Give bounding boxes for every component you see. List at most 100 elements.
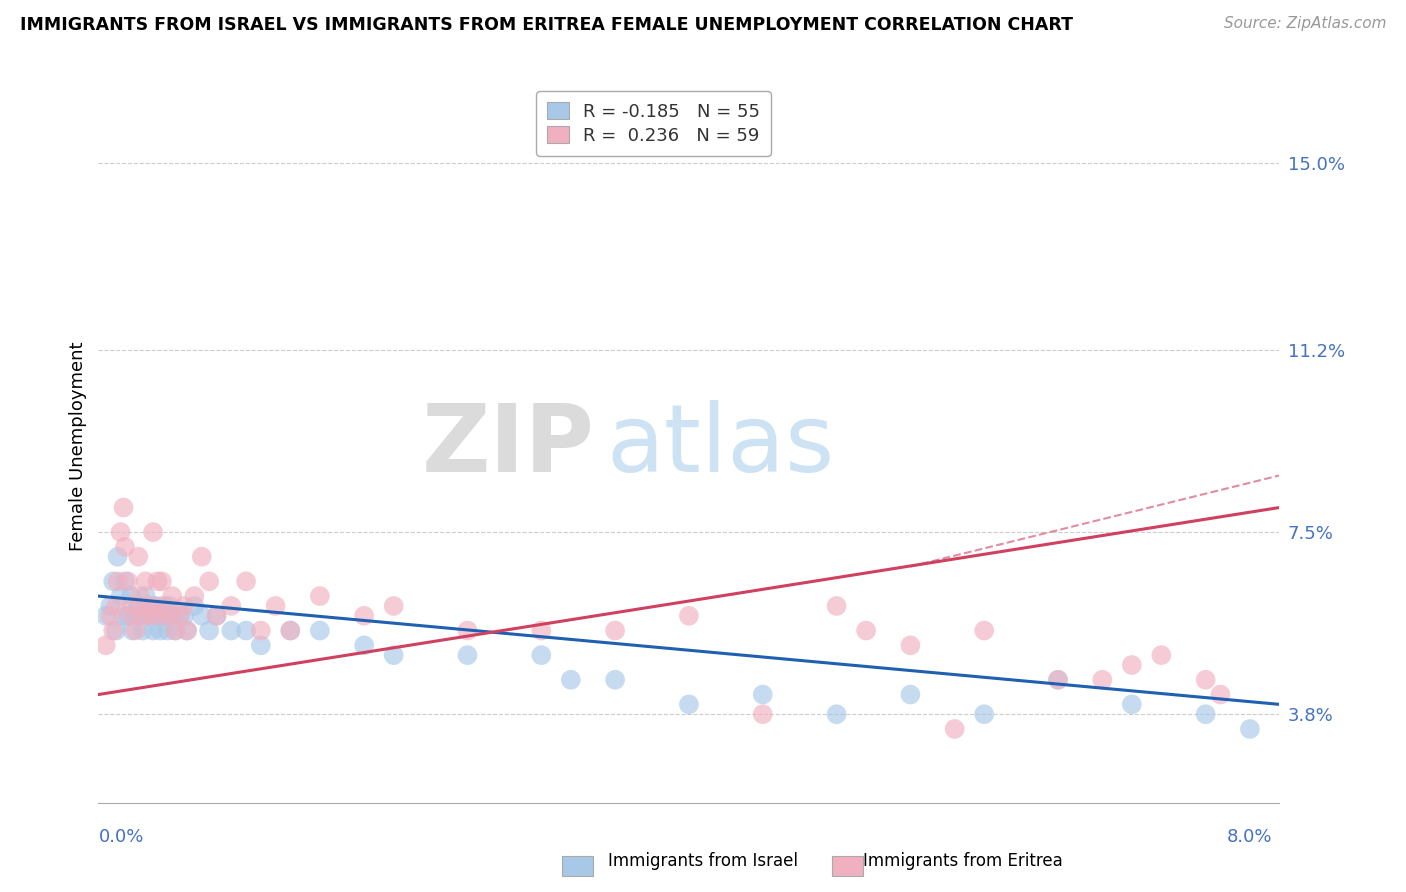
Point: [353, 608, 375, 623]
Point: [183, 589, 205, 603]
Point: [1121, 658, 1143, 673]
Text: ZIP: ZIP: [422, 400, 595, 492]
Point: [278, 624, 302, 638]
Point: [135, 589, 157, 603]
Point: [120, 608, 142, 623]
Point: [900, 638, 922, 652]
Point: [149, 608, 172, 623]
Point: [105, 624, 128, 638]
Point: [98, 608, 121, 623]
Point: [165, 624, 187, 638]
Point: [973, 707, 995, 722]
Point: [110, 589, 132, 603]
Point: [135, 574, 157, 589]
Point: [264, 599, 287, 613]
Point: [124, 608, 146, 623]
Point: [120, 589, 142, 603]
Point: [1046, 673, 1069, 687]
Point: [98, 599, 121, 613]
Point: [150, 599, 173, 613]
Text: Source: ZipAtlas.com: Source: ZipAtlas.com: [1223, 16, 1386, 31]
Point: [173, 608, 195, 623]
Point: [176, 624, 198, 638]
Point: [169, 608, 191, 623]
Point: [169, 608, 191, 623]
Point: [353, 638, 375, 652]
Point: [205, 608, 228, 623]
Point: [198, 574, 221, 589]
Point: [1046, 673, 1069, 687]
Point: [1209, 688, 1232, 702]
Point: [1150, 648, 1173, 662]
Point: [1239, 722, 1261, 736]
Point: [605, 673, 627, 687]
Point: [127, 549, 149, 564]
Point: [678, 608, 700, 623]
Point: [205, 608, 228, 623]
Point: [382, 599, 405, 613]
Text: 8.0%: 8.0%: [1227, 828, 1272, 846]
Point: [142, 525, 165, 540]
Point: [165, 624, 187, 638]
Point: [250, 624, 273, 638]
Point: [678, 698, 700, 712]
Point: [456, 648, 478, 662]
Point: [235, 624, 257, 638]
Point: [121, 599, 143, 613]
Point: [183, 599, 205, 613]
Text: 0.0%: 0.0%: [98, 828, 143, 846]
Point: [530, 624, 553, 638]
Point: [114, 574, 136, 589]
Point: [943, 722, 966, 736]
Point: [1194, 673, 1216, 687]
Point: [121, 624, 143, 638]
Point: [146, 608, 169, 623]
Point: [153, 608, 176, 623]
Point: [560, 673, 582, 687]
Point: [751, 688, 773, 702]
Point: [117, 574, 139, 589]
Text: Immigrants from Israel: Immigrants from Israel: [607, 852, 799, 870]
Point: [382, 648, 405, 662]
Point: [1091, 673, 1114, 687]
Point: [128, 589, 150, 603]
Point: [94, 638, 117, 652]
Text: IMMIGRANTS FROM ISRAEL VS IMMIGRANTS FROM ERITREA FEMALE UNEMPLOYMENT CORRELATIO: IMMIGRANTS FROM ISRAEL VS IMMIGRANTS FRO…: [20, 16, 1073, 34]
Point: [150, 574, 173, 589]
Point: [103, 624, 125, 638]
Point: [146, 574, 169, 589]
Point: [219, 599, 242, 613]
Point: [124, 624, 146, 638]
Point: [132, 624, 155, 638]
Point: [308, 624, 332, 638]
Legend: R = -0.185   N = 55, R =  0.236   N = 59: R = -0.185 N = 55, R = 0.236 N = 59: [536, 91, 770, 156]
Point: [855, 624, 877, 638]
Point: [530, 648, 553, 662]
Point: [153, 599, 176, 613]
Point: [825, 707, 848, 722]
Point: [117, 608, 139, 623]
Point: [605, 624, 627, 638]
Point: [157, 599, 180, 613]
Point: [107, 574, 129, 589]
Point: [219, 624, 242, 638]
Point: [250, 638, 273, 652]
Point: [235, 574, 257, 589]
Point: [456, 624, 478, 638]
Point: [1194, 707, 1216, 722]
Point: [110, 525, 132, 540]
Point: [143, 599, 166, 613]
Text: atlas: atlas: [606, 400, 835, 492]
Point: [94, 608, 117, 623]
Point: [114, 540, 136, 554]
Point: [825, 599, 848, 613]
Point: [162, 608, 183, 623]
Point: [157, 608, 180, 623]
Point: [162, 589, 183, 603]
Text: Immigrants from Eritrea: Immigrants from Eritrea: [863, 852, 1063, 870]
Point: [900, 688, 922, 702]
Point: [1121, 698, 1143, 712]
Point: [127, 599, 149, 613]
Point: [132, 608, 155, 623]
Point: [112, 608, 135, 623]
